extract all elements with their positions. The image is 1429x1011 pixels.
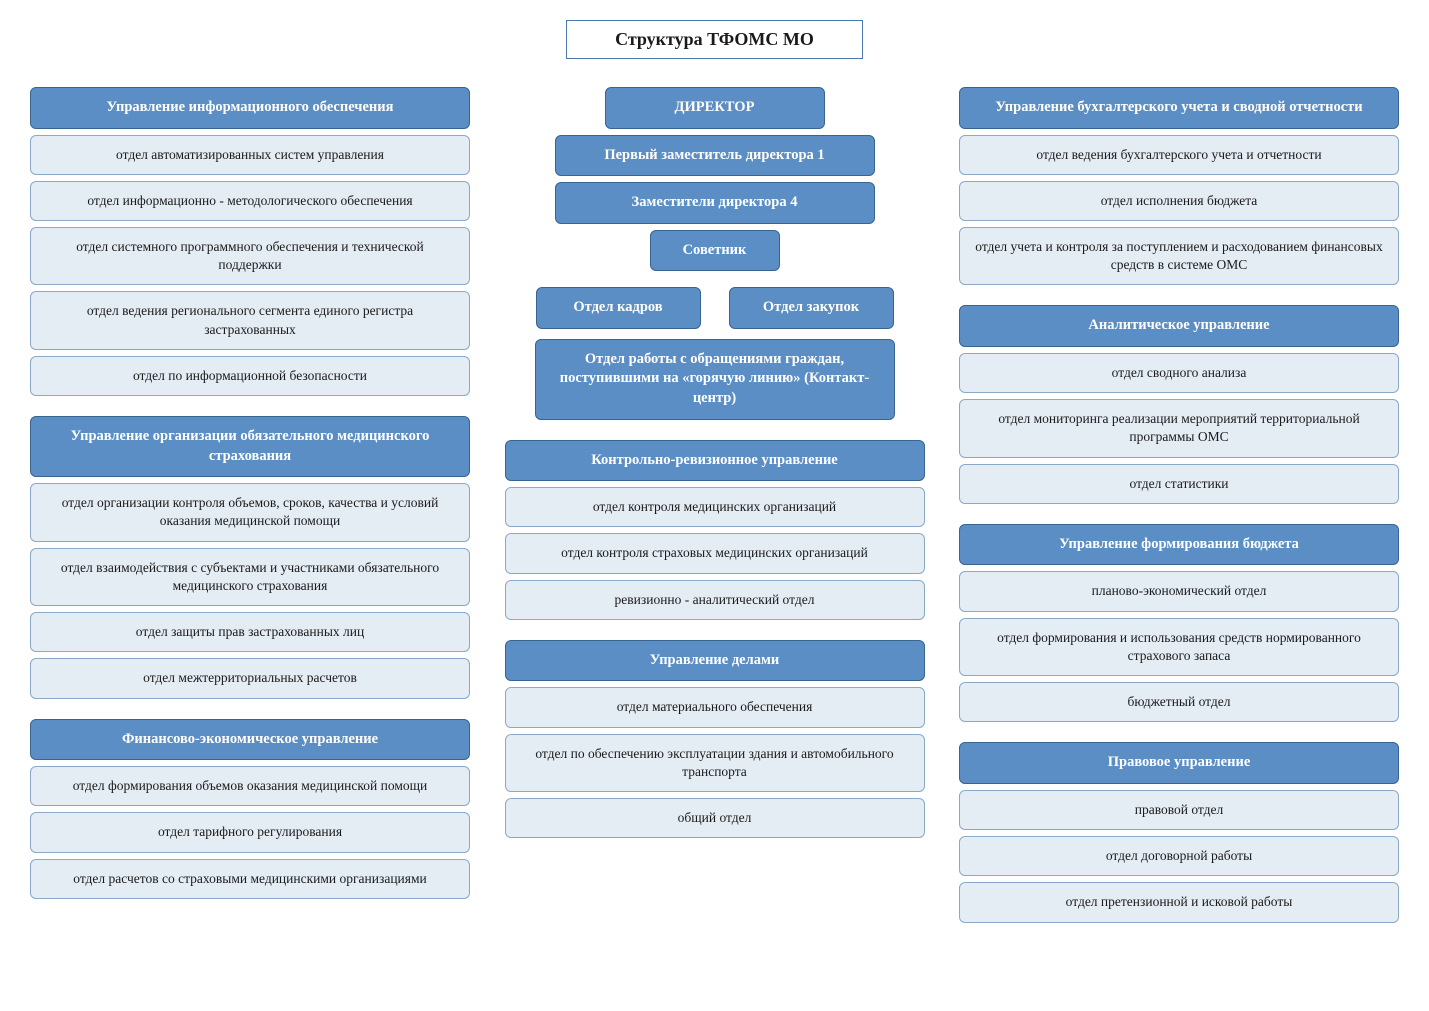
block-item: отдел мониторинга реализации мероприятий… (959, 399, 1399, 457)
block-item: отдел формирования объемов оказания меди… (30, 766, 470, 806)
block-item: отдел контроля страховых медицинских орг… (505, 533, 925, 573)
org-chart: Управление информационного обеспечения о… (30, 87, 1399, 923)
procurement-box: Отдел закупок (729, 287, 894, 329)
block-header: Управление формирования бюджета (959, 524, 1399, 566)
block-item: отдел ведения регионального сегмента еди… (30, 291, 470, 349)
hierarchy-block: ДИРЕКТОР Первый заместитель директора 1 … (505, 87, 925, 420)
block-item: отдел ведения бухгалтерского учета и отч… (959, 135, 1399, 175)
deputies-box: Заместители директора 4 (555, 182, 875, 224)
left-block-0: Управление информационного обеспечения о… (30, 87, 470, 396)
block-item: отдел расчетов со страховыми медицинским… (30, 859, 470, 899)
block-item: бюджетный отдел (959, 682, 1399, 722)
block-header: Контрольно-ревизионное управление (505, 440, 925, 482)
first-deputy-box: Первый заместитель директора 1 (555, 135, 875, 177)
mid-block-0: Контрольно-ревизионное управление отдел … (505, 440, 925, 620)
block-item: отдел защиты прав застрахованных лиц (30, 612, 470, 652)
block-header: Управление информационного обеспечения (30, 87, 470, 129)
block-item: отдел формирования и использования средс… (959, 618, 1399, 676)
page-title: Структура ТФОМС МО (566, 20, 863, 59)
block-item: отдел материального обеспечения (505, 687, 925, 727)
block-item: отдел учета и контроля за поступлением и… (959, 227, 1399, 285)
block-item: отдел претензионной и исковой работы (959, 882, 1399, 922)
block-item: отдел сводного анализа (959, 353, 1399, 393)
block-item: отдел статистики (959, 464, 1399, 504)
block-item: отдел взаимодействия с субъектами и учас… (30, 548, 470, 606)
block-header: Правовое управление (959, 742, 1399, 784)
block-header: Управление организации обязательного мед… (30, 416, 470, 477)
right-block-3: Правовое управление правовой отдел отдел… (959, 742, 1399, 922)
block-item: планово-экономический отдел (959, 571, 1399, 611)
advisor-box: Советник (650, 230, 780, 272)
block-item: отдел организации контроля объемов, срок… (30, 483, 470, 541)
block-item: отдел договорной работы (959, 836, 1399, 876)
left-block-1: Управление организации обязательного мед… (30, 416, 470, 698)
director-box: ДИРЕКТОР (605, 87, 825, 129)
block-item: отдел по информационной безопасности (30, 356, 470, 396)
block-header: Управление бухгалтерского учета и сводно… (959, 87, 1399, 129)
right-column: Управление бухгалтерского учета и сводно… (959, 87, 1399, 923)
block-header: Финансово-экономическое управление (30, 719, 470, 761)
block-item: отдел межтерриториальных расчетов (30, 658, 470, 698)
middle-column: ДИРЕКТОР Первый заместитель директора 1 … (505, 87, 925, 838)
right-block-0: Управление бухгалтерского учета и сводно… (959, 87, 1399, 285)
block-item: правовой отдел (959, 790, 1399, 830)
block-item: отдел автоматизированных систем управлен… (30, 135, 470, 175)
dept-pair: Отдел кадров Отдел закупок (505, 287, 925, 329)
block-item: ревизионно - аналитический отдел (505, 580, 925, 620)
mid-block-1: Управление делами отдел материального об… (505, 640, 925, 838)
right-block-1: Аналитическое управление отдел сводного … (959, 305, 1399, 503)
block-item: отдел информационно - методологического … (30, 181, 470, 221)
left-column: Управление информационного обеспечения о… (30, 87, 470, 899)
left-block-2: Финансово-экономическое управление отдел… (30, 719, 470, 899)
block-item: отдел исполнения бюджета (959, 181, 1399, 221)
block-item: отдел тарифного регулирования (30, 812, 470, 852)
contact-center-box: Отдел работы с обращениями граждан, пост… (535, 339, 895, 420)
block-header: Управление делами (505, 640, 925, 682)
block-item: общий отдел (505, 798, 925, 838)
hr-box: Отдел кадров (536, 287, 701, 329)
block-header: Аналитическое управление (959, 305, 1399, 347)
block-item: отдел контроля медицинских организаций (505, 487, 925, 527)
right-block-2: Управление формирования бюджета планово-… (959, 524, 1399, 722)
block-item: отдел по обеспечению эксплуатации здания… (505, 734, 925, 792)
block-item: отдел системного программного обеспечени… (30, 227, 470, 285)
